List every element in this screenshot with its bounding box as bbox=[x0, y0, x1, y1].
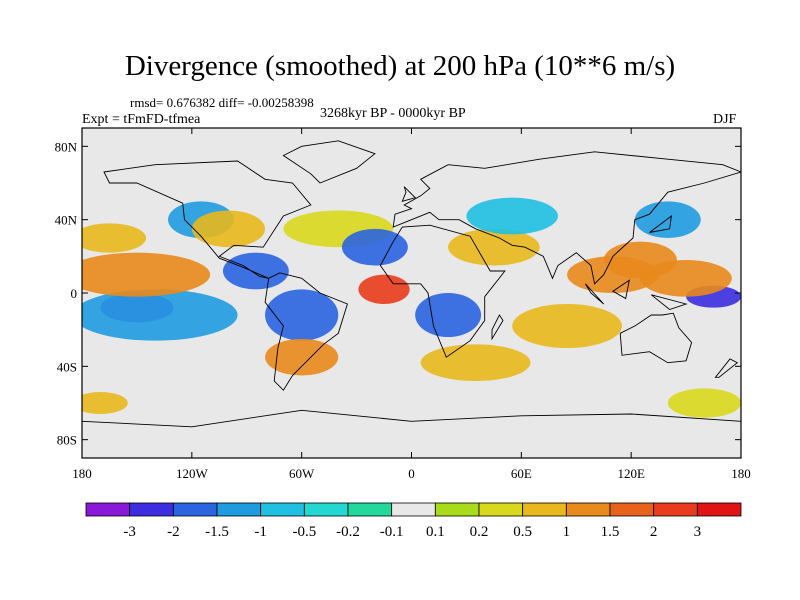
coastline bbox=[379, 224, 506, 358]
x-tick-label: 120E bbox=[617, 466, 645, 481]
coastline bbox=[264, 272, 348, 391]
field-blob bbox=[512, 304, 623, 348]
colorbar-box bbox=[565, 502, 611, 517]
field-blob bbox=[265, 289, 339, 341]
field-blob bbox=[222, 252, 289, 290]
field-layer bbox=[82, 140, 741, 458]
x-tick-label: 60E bbox=[511, 466, 532, 481]
field-blob bbox=[420, 344, 531, 381]
coastline bbox=[649, 214, 672, 233]
field-blob bbox=[265, 338, 339, 376]
colorbar-box bbox=[696, 502, 742, 517]
colorbar-box bbox=[653, 502, 698, 517]
colorbar-box bbox=[172, 502, 218, 517]
colorbar-label: -0.1 bbox=[380, 524, 404, 540]
colorbar-box bbox=[522, 502, 567, 517]
colorbar-box bbox=[129, 502, 174, 517]
field-blob bbox=[82, 289, 238, 341]
x-tick-label: 120W bbox=[176, 466, 209, 481]
coastline bbox=[401, 186, 417, 202]
colorbar-label: -1.5 bbox=[205, 524, 229, 540]
coastline bbox=[82, 409, 741, 458]
colorbar-label: -0.2 bbox=[336, 524, 360, 540]
colorbar-box bbox=[391, 502, 436, 517]
field-blob bbox=[82, 223, 147, 253]
colorbar-label: -1 bbox=[254, 524, 267, 540]
colorbar-label: 1 bbox=[563, 524, 571, 540]
coastline bbox=[619, 312, 693, 364]
y-tick-label: 80S bbox=[57, 433, 77, 448]
field-blob bbox=[341, 228, 408, 266]
experiment-label: Expt = tFmFD-tfmea bbox=[82, 112, 201, 127]
x-tick-label: 180 bbox=[731, 466, 751, 481]
colorbar-label: -3 bbox=[123, 524, 136, 540]
coastline bbox=[651, 294, 688, 311]
coastline bbox=[491, 314, 504, 341]
chart-title: Divergence (smoothed) at 200 hPa (10**6 … bbox=[124, 50, 676, 82]
field-blob bbox=[191, 210, 266, 248]
x-tick-label: 180 bbox=[72, 466, 92, 481]
field-blob bbox=[82, 252, 211, 297]
field-blob bbox=[667, 388, 741, 418]
field-blob bbox=[640, 260, 732, 297]
coastline bbox=[714, 358, 739, 378]
y-tick-label: 0 bbox=[71, 286, 78, 301]
colorbar-box bbox=[260, 502, 305, 517]
coastline bbox=[392, 151, 741, 285]
colorbar-label: -0.5 bbox=[292, 524, 316, 540]
field-blob bbox=[466, 197, 558, 235]
colorbar-label: 0.2 bbox=[470, 524, 489, 540]
colorbar-label: 0.5 bbox=[513, 524, 532, 540]
colorbar-label: 0.1 bbox=[426, 524, 445, 540]
colorbar-box bbox=[303, 502, 349, 517]
colorbar-box bbox=[216, 502, 262, 517]
coastline bbox=[585, 283, 605, 305]
y-tick-label: 80N bbox=[55, 139, 78, 154]
x-tick-label: 0 bbox=[408, 466, 415, 481]
colorbar-box bbox=[347, 502, 393, 517]
period-label: 3268kyr BP - 0000kyr BP bbox=[320, 106, 466, 121]
field-blob bbox=[634, 201, 701, 239]
colorbar-label: 1.5 bbox=[601, 524, 620, 540]
colorbar-box bbox=[85, 502, 131, 517]
colorbar-box bbox=[609, 502, 655, 517]
x-tick-label: 60W bbox=[289, 466, 315, 481]
field-blob bbox=[415, 293, 482, 337]
colorbar-box bbox=[478, 502, 524, 517]
y-tick-label: 40S bbox=[57, 359, 77, 374]
colorbar-label: -2 bbox=[167, 524, 180, 540]
coastline bbox=[612, 279, 630, 300]
coastline bbox=[103, 160, 312, 279]
field-blob bbox=[82, 392, 128, 414]
season-label: DJF bbox=[713, 112, 737, 127]
stats-line: rmsd= 0.676382 diff= -0.00258398 bbox=[130, 95, 314, 110]
coastline bbox=[282, 140, 376, 184]
colorbar-label: 2 bbox=[650, 524, 658, 540]
field-blob bbox=[358, 274, 410, 305]
colorbar-label: 3 bbox=[694, 524, 702, 540]
y-tick-label: 40N bbox=[55, 213, 78, 228]
colorbar-box bbox=[434, 502, 480, 517]
